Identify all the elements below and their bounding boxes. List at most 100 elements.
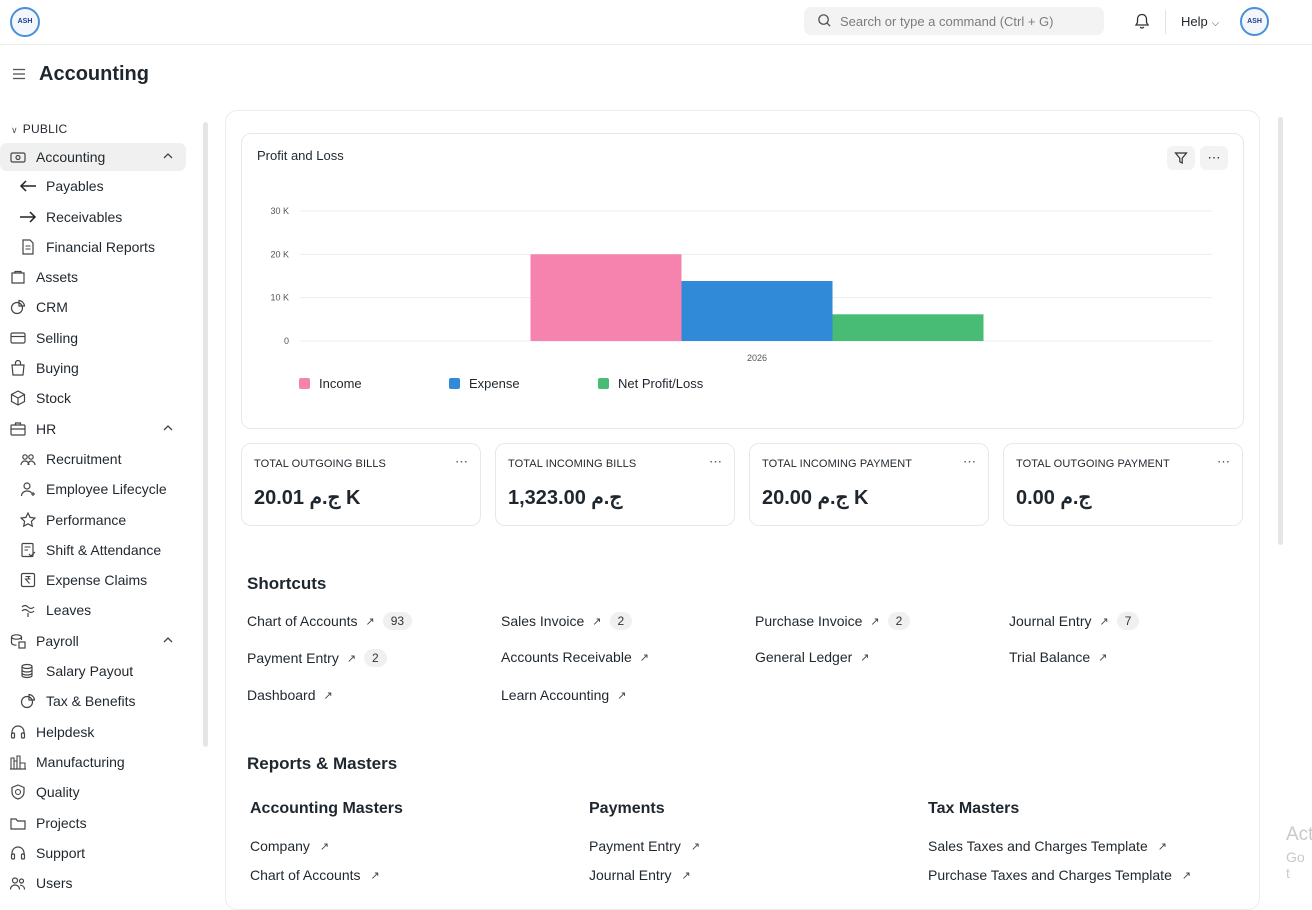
shortcut-link[interactable]: Journal Entry ↗ 7 [1009,612,1140,630]
report-link-label: Chart of Accounts [250,867,361,883]
chevron-up-icon[interactable] [162,422,174,437]
sidebar-section-toggle[interactable]: ∨ PUBLIC [11,122,67,136]
stat-card[interactable]: TOTAL OUTGOING PAYMENT ⋯ ج.م 0.00 [1003,443,1243,526]
sidebar-item-users[interactable]: Users [0,869,186,897]
legend-label: Net Profit/Loss [618,376,704,391]
chart-more-button[interactable]: ⋯ [1200,146,1228,170]
shortcut-link[interactable]: Sales Invoice ↗ 2 [501,612,633,630]
sidebar-item-assets[interactable]: Assets [0,263,186,291]
report-link[interactable]: Journal Entry ↗ [589,867,691,883]
shortcut-link[interactable]: Trial Balance ↗ [1009,649,1107,665]
filter-icon [1174,152,1188,164]
user-avatar[interactable]: ASH [1240,7,1269,36]
more-icon[interactable]: ⋯ [963,454,976,469]
report-link-label: Company [250,838,310,854]
search-bar[interactable]: Search or type a command (Ctrl + G) [804,7,1104,35]
sidebar-item-tax-and-benefits[interactable]: Tax & Benefits [0,687,186,715]
arrow-up-right-icon: ↗ [365,615,375,628]
shortcut-link[interactable]: Learn Accounting ↗ [501,687,626,703]
sidebar-item-helpdesk[interactable]: Helpdesk [0,718,186,746]
stock-box-icon [8,388,28,408]
sidebar-item-hr[interactable]: HR [0,415,186,443]
stat-label: TOTAL OUTGOING BILLS [254,458,386,470]
rupee-icon [18,570,38,590]
sidebar-item-selling[interactable]: Selling [0,324,186,352]
report-link[interactable]: Purchase Taxes and Charges Template ↗ [928,867,1191,883]
sidebar-item-payables[interactable]: Payables [0,172,186,200]
stat-card[interactable]: TOTAL INCOMING PAYMENT ⋯ ج.م 20.00 K [749,443,989,526]
sidebar-item-label: Tax & Benefits [46,693,136,709]
report-link[interactable]: Company ↗ [250,838,329,854]
app-logo[interactable]: ASH [10,7,40,37]
arrow-up-right-icon: ↗ [346,652,357,665]
legend-item[interactable]: Expense [449,376,520,391]
sidebar-item-label: Payables [46,178,104,194]
report-link[interactable]: Payment Entry ↗ [589,838,700,854]
more-icon[interactable]: ⋯ [1217,454,1230,469]
sidebar-item-receivables[interactable]: Receivables [0,203,186,231]
sidebar-item-employee-lifecycle[interactable]: Employee Lifecycle [0,475,186,503]
arrow-up-right-icon: ↗ [319,840,330,853]
employee-add-icon [18,479,38,499]
coins-icon [18,661,38,681]
arrow-up-right-icon: ↗ [639,651,649,664]
shortcut-link[interactable]: Accounts Receivable ↗ [501,649,649,665]
main-scrollbar[interactable] [1278,117,1283,545]
shortcut-link[interactable]: Dashboard ↗ [247,687,333,703]
sidebar-item-leaves[interactable]: Leaves [0,596,186,624]
stat-card[interactable]: TOTAL OUTGOING BILLS ⋯ ج.م 20.01 K [241,443,481,526]
sidebar-item-projects[interactable]: Projects [0,809,186,837]
sidebar-scrollbar[interactable] [203,122,208,747]
sidebar-item-quality[interactable]: Quality [0,778,186,806]
sidebar-item-label: HR [36,421,57,437]
payroll-icon [8,631,28,651]
pie-icon [18,691,38,711]
sidebar-item-financial-reports[interactable]: Financial Reports [0,233,186,261]
shortcut-link[interactable]: Payment Entry ↗ 2 [247,649,387,667]
legend-item[interactable]: Net Profit/Loss [598,376,703,391]
sidebar-item-manufacturing[interactable]: Manufacturing [0,748,186,776]
crm-icon [8,297,28,317]
sidebar-toggle-icon[interactable] [12,67,26,81]
bar-expense[interactable] [681,280,833,341]
bell-icon[interactable] [1133,12,1151,30]
bar-income[interactable] [530,254,682,341]
shortcut-link[interactable]: General Ledger ↗ [755,649,870,665]
sidebar-item-label: Buying [36,360,79,376]
stat-value: ج.م 20.00 K [762,487,869,509]
legend-item[interactable]: Income [299,376,362,391]
count-badge: 2 [609,612,633,630]
sidebar-item-accounting[interactable]: Accounting [0,143,186,171]
report-link[interactable]: Sales Taxes and Charges Template ↗ [928,838,1167,854]
count-badge: 93 [382,612,413,630]
shortcut-label: Chart of Accounts [247,613,358,629]
sidebar-item-crm[interactable]: CRM [0,293,186,321]
leaves-icon [18,600,38,620]
sidebar-item-recruitment[interactable]: Recruitment [0,445,186,473]
report-link-label: Journal Entry [589,867,672,883]
report-link[interactable]: Chart of Accounts ↗ [250,867,380,883]
chevron-up-icon[interactable] [162,634,174,649]
more-icon[interactable]: ⋯ [455,454,468,469]
sidebar-item-payroll[interactable]: Payroll [0,627,186,655]
sidebar-item-stock[interactable]: Stock [0,384,186,412]
sidebar-item-shift-and-attendance[interactable]: Shift & Attendance [0,536,186,564]
shortcut-link[interactable]: Chart of Accounts ↗ 93 [247,612,413,630]
sidebar-item-performance[interactable]: Performance [0,506,186,534]
sidebar-item-label: Accounting [36,149,106,165]
stat-label: TOTAL OUTGOING PAYMENT [1016,458,1170,470]
stat-card[interactable]: TOTAL INCOMING BILLS ⋯ ج.م 1,323.00 [495,443,735,526]
sidebar-item-support[interactable]: Support [0,839,186,867]
shortcut-link[interactable]: Purchase Invoice ↗ 2 [755,612,911,630]
folder-icon [8,813,28,833]
chart-filter-button[interactable] [1167,146,1195,170]
sidebar-item-buying[interactable]: Buying [0,354,186,382]
sidebar-item-expense-claims[interactable]: Expense Claims [0,566,186,594]
sidebar-item-salary-payout[interactable]: Salary Payout [0,657,186,685]
bar-net-profit-loss[interactable] [832,314,984,341]
page-title: Accounting [39,63,149,85]
chart-plot: 0 10 K 20 K 30 K 2026 [270,206,1212,363]
chevron-up-icon[interactable] [162,150,174,165]
help-menu[interactable]: Help ⌵ [1181,14,1219,29]
more-icon[interactable]: ⋯ [709,454,722,469]
